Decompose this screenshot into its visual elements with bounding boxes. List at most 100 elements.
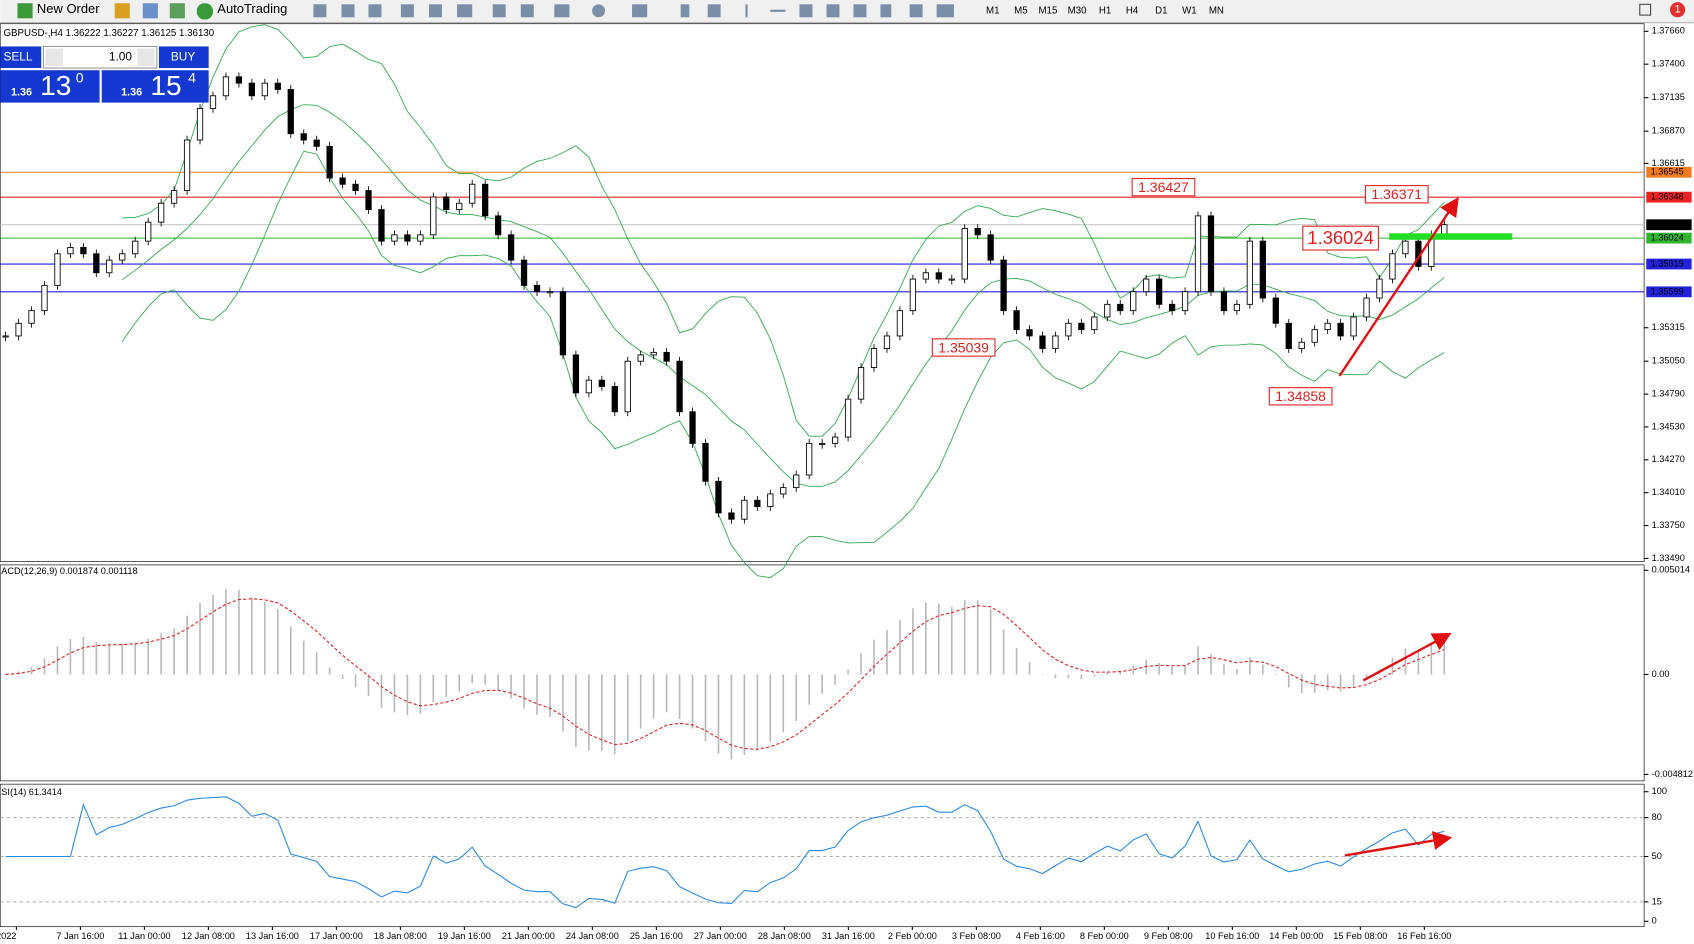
candle bbox=[469, 183, 476, 204]
x-tick-label: 14 Feb 00:00 bbox=[1269, 931, 1323, 941]
candle bbox=[598, 379, 605, 387]
candle bbox=[728, 512, 735, 520]
macd-area bbox=[0, 564, 1645, 782]
buy-button[interactable] bbox=[158, 46, 209, 69]
candle bbox=[1363, 297, 1370, 318]
candle bbox=[287, 89, 294, 135]
candle bbox=[417, 234, 424, 242]
price-annotation: 1.36427 bbox=[1138, 179, 1189, 195]
candle bbox=[132, 240, 139, 255]
bollinger-band bbox=[121, 150, 1445, 579]
price-level-label: 1.35599 bbox=[1651, 286, 1684, 296]
candle bbox=[1220, 291, 1228, 312]
volume-down[interactable] bbox=[45, 48, 63, 66]
candle bbox=[430, 196, 437, 236]
candle bbox=[1337, 322, 1344, 337]
price-chart-area bbox=[0, 23, 1645, 562]
volume-up[interactable] bbox=[137, 48, 155, 66]
macd-label: ACD(12,26,9) 0.001874 0.001118 bbox=[1, 566, 137, 576]
buy-price[interactable] bbox=[101, 70, 209, 103]
timeframe-button[interactable]: M1 bbox=[986, 5, 1000, 16]
candle bbox=[1246, 240, 1254, 305]
x-tick-label: 28 Jan 08:00 bbox=[758, 931, 811, 941]
candle bbox=[754, 499, 761, 508]
candle bbox=[559, 291, 567, 356]
tool-icon[interactable] bbox=[142, 3, 158, 19]
autotrading-icon[interactable] bbox=[196, 3, 213, 20]
candle bbox=[1026, 329, 1033, 337]
candle bbox=[80, 247, 87, 255]
candle bbox=[15, 322, 22, 337]
timeframe-button[interactable]: W1 bbox=[1182, 5, 1197, 16]
sell-price[interactable] bbox=[0, 70, 100, 103]
candle bbox=[974, 228, 981, 236]
x-tick-label: 10 Feb 16:00 bbox=[1205, 931, 1259, 941]
candle bbox=[1143, 278, 1150, 293]
price-annotation: 1.35039 bbox=[938, 339, 989, 355]
new-order-button[interactable]: New Order bbox=[37, 1, 100, 16]
candle bbox=[261, 82, 268, 97]
toolbar-icons bbox=[313, 4, 954, 18]
price-level-tag bbox=[1646, 219, 1692, 231]
timeframe-button[interactable]: M5 bbox=[1014, 5, 1028, 16]
sell-price-small: 0 bbox=[76, 70, 84, 86]
candle bbox=[1233, 303, 1241, 312]
timeframe-button[interactable]: M30 bbox=[1068, 5, 1088, 16]
search-icon[interactable] bbox=[1639, 3, 1652, 16]
candle bbox=[702, 442, 709, 482]
bollinger-band bbox=[122, 24, 1445, 437]
y-tick-label: 1.34270 bbox=[1652, 454, 1685, 464]
y-tick-label: 1.36615 bbox=[1652, 158, 1685, 168]
candle bbox=[935, 272, 942, 280]
candle bbox=[1013, 310, 1020, 331]
x-tick-label: 27 Jan 00:00 bbox=[694, 931, 747, 941]
y-tick-label: 1.34530 bbox=[1652, 421, 1685, 431]
candle bbox=[119, 253, 126, 261]
candle bbox=[767, 493, 774, 508]
macd-arrow bbox=[1362, 632, 1452, 682]
buy-price-small: 4 bbox=[188, 70, 196, 86]
trade-panel: SELL 1.00 BUY 1.36 13 0 1.36 15 4 bbox=[0, 45, 209, 103]
candle bbox=[2, 335, 9, 338]
sell-price-prefix: 1.36 bbox=[11, 87, 32, 99]
candle bbox=[300, 133, 307, 141]
new-order-icon[interactable] bbox=[17, 3, 33, 19]
candle bbox=[209, 95, 217, 109]
candle bbox=[1168, 303, 1176, 312]
candle bbox=[183, 139, 191, 192]
macd-tick-label: 0.00 bbox=[1652, 669, 1670, 679]
candle bbox=[391, 234, 398, 242]
timeframe-button[interactable]: MN bbox=[1209, 5, 1224, 16]
candle bbox=[443, 196, 450, 210]
timeframe-button[interactable]: H1 bbox=[1099, 5, 1111, 16]
sell-button[interactable] bbox=[0, 46, 42, 69]
candle bbox=[1324, 322, 1331, 331]
tool-icon[interactable] bbox=[169, 3, 185, 19]
candle bbox=[987, 234, 994, 261]
candle bbox=[1389, 253, 1396, 280]
candle bbox=[274, 82, 281, 90]
price-level-tag bbox=[1646, 191, 1692, 203]
timeframe-button[interactable]: M15 bbox=[1038, 5, 1057, 16]
candle bbox=[494, 215, 502, 236]
y-tick-label: 1.33750 bbox=[1652, 520, 1685, 530]
autotrading-button[interactable]: AutoTrading bbox=[217, 1, 287, 16]
candle bbox=[1065, 322, 1072, 337]
x-tick-label: 11 Jan 00:00 bbox=[118, 931, 170, 941]
candle bbox=[572, 354, 580, 394]
candle bbox=[41, 284, 48, 312]
rsi-tick-label: 80 bbox=[1652, 812, 1662, 822]
timeframe-button[interactable]: D1 bbox=[1155, 5, 1167, 16]
y-tick-label: 1.37135 bbox=[1652, 92, 1685, 102]
notification-badge[interactable] bbox=[1670, 2, 1686, 18]
timeframe-button[interactable]: H4 bbox=[1126, 5, 1139, 16]
x-tick-label: 8 Feb 00:00 bbox=[1080, 931, 1129, 941]
y-tick-label: 1.36870 bbox=[1652, 126, 1685, 136]
candle bbox=[482, 183, 489, 217]
y-tick-label: 1.34790 bbox=[1652, 389, 1685, 399]
tool-icon[interactable] bbox=[114, 3, 130, 19]
candle bbox=[313, 139, 320, 147]
candle bbox=[106, 259, 113, 274]
volume-input[interactable] bbox=[42, 45, 158, 69]
